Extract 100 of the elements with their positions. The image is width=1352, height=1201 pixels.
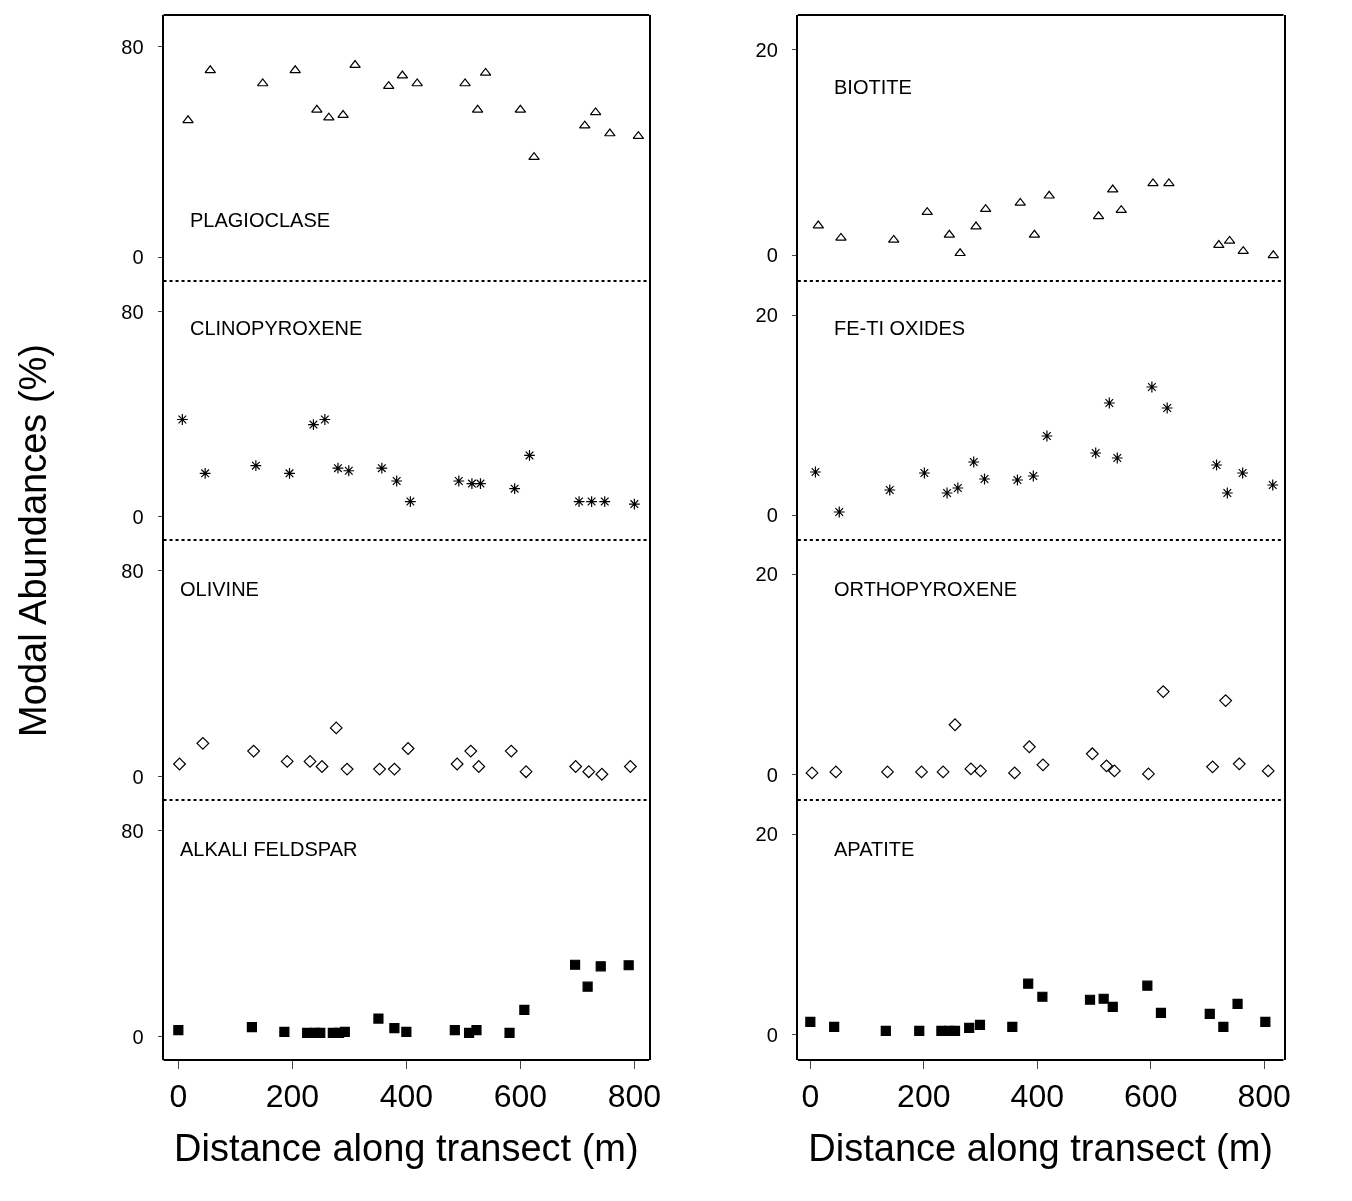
point	[472, 760, 486, 773]
point	[465, 477, 478, 490]
point	[829, 1021, 840, 1032]
point	[1219, 694, 1233, 708]
point	[459, 78, 471, 87]
point	[604, 128, 616, 137]
point	[970, 221, 982, 230]
point	[411, 78, 423, 87]
point	[595, 767, 609, 781]
x-tick-label: 0	[801, 1078, 820, 1115]
point	[948, 718, 962, 732]
point	[246, 1021, 257, 1033]
point	[914, 1025, 925, 1036]
point	[1221, 487, 1234, 499]
y-tick-label: 80	[121, 35, 144, 58]
point	[941, 487, 954, 499]
point	[598, 495, 611, 508]
point	[881, 765, 894, 779]
point	[1084, 994, 1096, 1005]
point	[1156, 685, 1170, 699]
point	[471, 1025, 482, 1036]
point	[918, 467, 931, 479]
point	[964, 762, 978, 776]
point	[318, 413, 331, 426]
point	[1089, 447, 1102, 459]
point	[809, 466, 822, 478]
point	[1163, 178, 1175, 187]
point	[280, 754, 294, 768]
point	[331, 462, 344, 475]
point	[1107, 1001, 1118, 1012]
x-tick-label: 800	[1237, 1078, 1291, 1115]
point	[936, 765, 950, 779]
point	[1023, 978, 1034, 989]
point	[373, 1013, 384, 1024]
point	[1008, 766, 1022, 780]
point	[1161, 402, 1174, 414]
point	[883, 484, 896, 496]
point	[1111, 452, 1124, 464]
y-tick-label: 0	[766, 1023, 778, 1046]
y-tick-label: 0	[132, 1025, 144, 1048]
point	[340, 762, 354, 776]
point	[1040, 430, 1053, 442]
point	[569, 760, 583, 773]
point	[1036, 758, 1050, 772]
point	[329, 721, 343, 735]
point	[1098, 993, 1109, 1004]
point	[199, 467, 212, 480]
point	[474, 477, 487, 490]
text: ORTHOPYROXENE	[834, 578, 1017, 600]
point	[1022, 740, 1036, 754]
point	[401, 1026, 412, 1038]
point	[880, 1025, 891, 1036]
point	[805, 766, 819, 780]
y-tick-label: 0	[132, 505, 144, 528]
point	[390, 475, 403, 488]
x-tick-label: 0	[169, 1078, 188, 1115]
point	[1261, 764, 1275, 778]
x-axis-title: Distance along transect (m)	[174, 1126, 639, 1169]
point	[173, 757, 186, 771]
point	[342, 464, 355, 477]
point	[449, 1025, 460, 1036]
point	[964, 1022, 975, 1033]
x-tick-label: 200	[265, 1078, 320, 1115]
point	[1027, 470, 1040, 482]
x-tick-label: 200	[897, 1078, 951, 1115]
point	[1142, 980, 1153, 991]
point	[1011, 474, 1024, 486]
text: ALKALI FELDSPAR	[180, 838, 358, 860]
point	[323, 112, 335, 121]
y-tick-label: 80	[121, 819, 144, 842]
point	[389, 1022, 400, 1034]
point	[1155, 1007, 1167, 1018]
point	[949, 1025, 961, 1036]
point	[974, 1019, 986, 1030]
point	[303, 754, 317, 768]
x-tick-label: 600	[493, 1078, 548, 1115]
text: APATITE	[834, 838, 915, 860]
point	[623, 960, 634, 971]
y-tick-label: 80	[121, 559, 144, 582]
point	[569, 959, 581, 970]
point	[967, 456, 980, 468]
text: OLIVINE	[180, 578, 259, 600]
y-tick-label: 0	[766, 504, 778, 526]
point	[401, 742, 415, 755]
point	[337, 109, 349, 118]
x-tick-label: 400	[1010, 1078, 1064, 1115]
point	[915, 765, 928, 779]
point	[176, 413, 189, 426]
point	[279, 1026, 290, 1038]
text: CLINOPYROXENE	[190, 317, 363, 339]
point	[585, 495, 598, 508]
point	[387, 762, 401, 776]
x-axis-title: Distance along transect (m)	[808, 1126, 1273, 1169]
point	[805, 1016, 816, 1027]
point	[1147, 178, 1159, 187]
point	[1266, 479, 1279, 491]
point	[1007, 1021, 1018, 1032]
point	[504, 744, 518, 758]
point	[519, 765, 533, 779]
point	[307, 418, 320, 431]
